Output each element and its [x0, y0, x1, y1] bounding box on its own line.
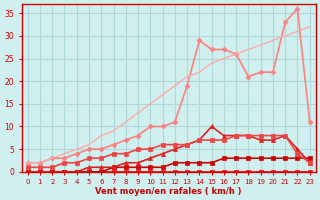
X-axis label: Vent moyen/en rafales ( km/h ): Vent moyen/en rafales ( km/h ) [95, 187, 242, 196]
